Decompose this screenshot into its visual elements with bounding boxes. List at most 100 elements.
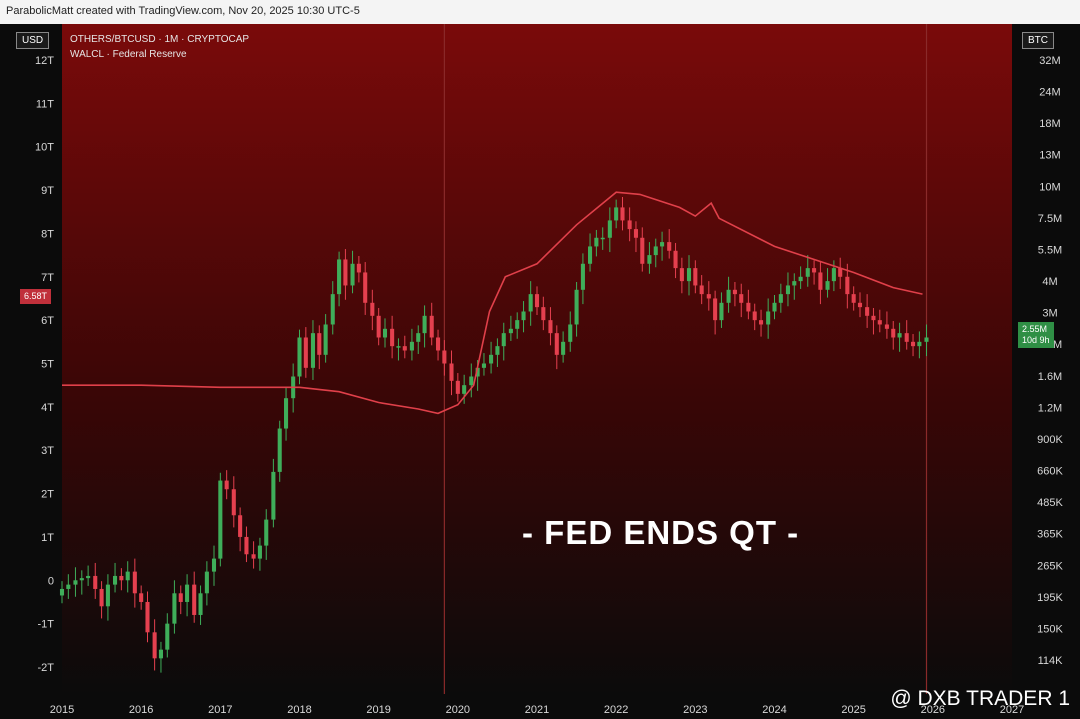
candle-body bbox=[594, 237, 599, 247]
right-axis-tick-label: 1.6M bbox=[1038, 371, 1062, 383]
candle-body bbox=[884, 324, 889, 329]
candle-body bbox=[673, 250, 678, 269]
candle-body bbox=[812, 268, 817, 273]
candle-body bbox=[343, 259, 348, 286]
right-axis-tick-label: 32M bbox=[1039, 55, 1060, 67]
legend-walcl-series[interactable]: WALCL · Federal Reserve bbox=[70, 49, 187, 60]
right-price-countdown: 10d 9h bbox=[1022, 335, 1050, 345]
candle-body bbox=[271, 471, 276, 520]
candle-body bbox=[73, 580, 78, 585]
x-axis-tick-label: 2020 bbox=[446, 704, 470, 716]
right-axis-tick-label: 900K bbox=[1037, 434, 1063, 446]
candle-body bbox=[330, 294, 335, 325]
candle-body bbox=[132, 571, 137, 594]
right-axis-tick-label: 660K bbox=[1037, 466, 1063, 478]
candle-body bbox=[350, 263, 355, 286]
right-axis-tick-label: 485K bbox=[1037, 497, 1063, 509]
right-axis-tick-label: 114K bbox=[1038, 655, 1064, 667]
candle-body bbox=[409, 341, 414, 351]
candle-body bbox=[568, 324, 573, 342]
candle-body bbox=[798, 276, 803, 282]
right-axis-tick-label: 365K bbox=[1037, 529, 1063, 541]
candle-body bbox=[152, 632, 157, 659]
right-axis-currency-badge[interactable]: BTC bbox=[1022, 32, 1054, 49]
candle-body bbox=[284, 398, 289, 429]
left-axis-tick-label: 10T bbox=[35, 142, 54, 154]
walcl-line[interactable] bbox=[62, 191, 923, 415]
candle-body bbox=[113, 575, 118, 585]
candle-body bbox=[370, 302, 375, 316]
title-bar: ParabolicMatt created with TradingView.c… bbox=[0, 0, 1080, 24]
right-axis-tick-label: 24M bbox=[1039, 87, 1060, 99]
x-axis-tick-label: 2022 bbox=[604, 704, 628, 716]
candle-body bbox=[139, 593, 144, 602]
candle-body bbox=[297, 337, 302, 377]
legend-main-series[interactable]: OTHERS/BTCUSD · 1M · CRYPTOCAP bbox=[70, 34, 250, 45]
candle-body bbox=[178, 593, 183, 602]
right-axis-tick-label: 4M bbox=[1042, 276, 1057, 288]
candle-body bbox=[99, 588, 104, 607]
candle-body bbox=[588, 246, 593, 264]
candle-body bbox=[363, 272, 368, 303]
candle-body bbox=[713, 298, 718, 321]
x-axis-tick-label: 2024 bbox=[762, 704, 786, 716]
candle-body bbox=[633, 229, 638, 238]
candle-body bbox=[667, 242, 672, 251]
chart-legend: OTHERS/BTCUSD · 1M · CRYPTOCAP WALCL · F… bbox=[70, 32, 249, 62]
candle-body bbox=[772, 302, 777, 312]
candle-body bbox=[93, 575, 98, 589]
candle-body bbox=[192, 584, 197, 615]
candle-body bbox=[317, 333, 322, 355]
candle-body bbox=[831, 268, 836, 282]
candle-body bbox=[86, 575, 91, 579]
candle-body bbox=[442, 350, 447, 364]
candle-body bbox=[257, 545, 262, 559]
candle-body bbox=[528, 294, 533, 312]
left-axis-tick-label: 2T bbox=[41, 489, 54, 501]
candle-body bbox=[627, 220, 632, 230]
left-axis-tick-label: 11T bbox=[36, 98, 54, 110]
candle-body bbox=[59, 588, 65, 596]
candle-body bbox=[79, 578, 84, 581]
left-axis-tick-label: 8T bbox=[41, 228, 54, 240]
candle-body bbox=[501, 333, 506, 347]
overlay-caption: - FED ENDS QT - bbox=[522, 514, 800, 551]
candle-body bbox=[105, 584, 110, 607]
candle-body bbox=[436, 337, 441, 351]
candle-body bbox=[679, 268, 684, 282]
candle-body bbox=[455, 380, 460, 394]
candle-body bbox=[614, 207, 619, 221]
candle-body bbox=[145, 601, 150, 633]
x-axis-tick-label: 2026 bbox=[921, 704, 945, 716]
candle-body bbox=[376, 315, 381, 338]
candle-body bbox=[857, 302, 863, 308]
candle-body bbox=[647, 255, 652, 264]
candle-body bbox=[211, 558, 217, 572]
left-axis-tick-label: 4T bbox=[41, 402, 54, 414]
x-axis-tick-label: 2019 bbox=[366, 704, 390, 716]
candle-body bbox=[462, 385, 467, 394]
candle-body bbox=[277, 428, 282, 472]
left-axis-tick-label: 7T bbox=[41, 272, 54, 284]
candle-body bbox=[323, 324, 328, 355]
candle-body bbox=[746, 302, 751, 312]
candle-body bbox=[653, 246, 658, 256]
candle-body bbox=[904, 333, 909, 342]
x-axis-tick-label: 2015 bbox=[50, 704, 74, 716]
left-axis-currency-badge[interactable]: USD bbox=[16, 32, 50, 49]
attribution-text: ParabolicMatt created with TradingView.c… bbox=[6, 5, 360, 17]
candle-body bbox=[251, 554, 256, 559]
candle-body bbox=[515, 320, 520, 329]
candle-body bbox=[238, 515, 243, 537]
right-axis-tick-label: 1.2M bbox=[1038, 402, 1062, 414]
candle-body bbox=[244, 536, 249, 555]
candle-body bbox=[172, 593, 177, 624]
candle-body bbox=[495, 346, 500, 355]
candle-body bbox=[382, 328, 388, 338]
candle-body bbox=[580, 263, 585, 290]
left-axis-tick-label: -2T bbox=[38, 662, 55, 674]
candle-body bbox=[660, 242, 665, 247]
candle-body bbox=[911, 341, 916, 347]
candle-body bbox=[231, 489, 236, 516]
chart-canvas[interactable]: 12T 11T 10T 9T 8T 7T 6T 5T 4T 3T 2T 1T 0 -1T -2T 32M 24M… bbox=[0, 24, 1080, 719]
